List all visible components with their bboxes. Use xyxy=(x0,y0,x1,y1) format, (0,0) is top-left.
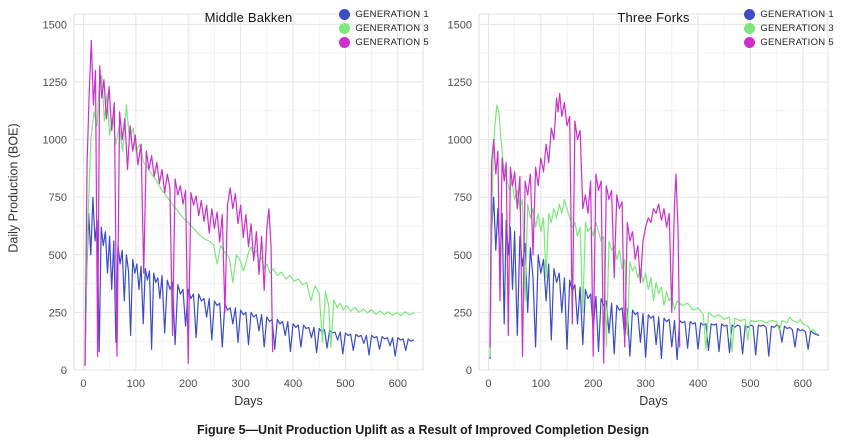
grid-major xyxy=(479,14,828,371)
svg-text:250: 250 xyxy=(454,307,472,319)
legend-swatch-icon xyxy=(744,9,756,20)
grid-minor xyxy=(74,14,423,370)
series-generation-3 xyxy=(84,74,415,364)
svg-text:200: 200 xyxy=(584,378,602,390)
svg-text:0: 0 xyxy=(80,378,86,390)
y-tick-labels: 0 250 500 750 1000 1250 1500 xyxy=(448,19,472,377)
svg-text:300: 300 xyxy=(636,378,654,390)
legend-item-generation-1: GENERATION 1 xyxy=(744,9,834,20)
svg-text:0: 0 xyxy=(61,365,67,377)
svg-text:750: 750 xyxy=(454,192,472,204)
svg-text:750: 750 xyxy=(49,192,67,204)
x-axis-label: Days xyxy=(639,394,667,408)
legend-middle-bakken: GENERATION 1 GENERATION 3 GENERATION 5 xyxy=(339,9,429,48)
svg-text:1250: 1250 xyxy=(43,77,67,89)
legend-swatch-icon xyxy=(339,23,351,34)
svg-text:500: 500 xyxy=(336,378,354,390)
legend-label: GENERATION 5 xyxy=(760,37,834,48)
legend-item-generation-3: GENERATION 3 xyxy=(744,23,834,34)
series-generation-1 xyxy=(489,196,820,361)
y-axis-title: Daily Production (BOE) xyxy=(2,2,26,414)
svg-text:1000: 1000 xyxy=(448,135,472,147)
middle-bakken-line-chart: 0 100 200 300 400 500 600 0 250 500 750 1000 1250 150… xyxy=(43,13,424,408)
legend-item-generation-1: GENERATION 1 xyxy=(339,9,429,20)
svg-text:600: 600 xyxy=(794,378,812,390)
legend-item-generation-5: GENERATION 5 xyxy=(744,37,834,48)
y-tick-labels: 0 250 500 750 1000 1250 1500 xyxy=(43,19,67,377)
svg-text:1500: 1500 xyxy=(448,19,472,31)
chart-panel-three-forks: 0 100 200 300 400 500 600 0 250 500 750 1000 1250 150… xyxy=(431,2,836,414)
legend-label: GENERATION 3 xyxy=(760,23,834,34)
x-axis-label: Days xyxy=(234,394,262,408)
svg-text:100: 100 xyxy=(532,378,550,390)
series-generation-3 xyxy=(489,104,820,357)
svg-text:1500: 1500 xyxy=(43,19,67,31)
grid-major xyxy=(74,14,423,371)
legend-label: GENERATION 1 xyxy=(355,9,429,20)
chart-title-middle-bakken: Middle Bakken xyxy=(204,10,293,25)
x-tick-labels: 0 100 200 300 400 500 600 xyxy=(80,378,407,390)
svg-text:250: 250 xyxy=(49,307,67,319)
legend-swatch-icon xyxy=(339,37,351,48)
legend-swatch-icon xyxy=(744,37,756,48)
y-axis-title-text: Daily Production (BOE) xyxy=(7,123,21,253)
legend-swatch-icon xyxy=(339,9,351,20)
svg-text:1250: 1250 xyxy=(448,77,472,89)
svg-text:500: 500 xyxy=(49,250,67,262)
svg-text:1000: 1000 xyxy=(43,135,67,147)
chart-title-three-forks: Three Forks xyxy=(617,10,690,25)
series-generation-5 xyxy=(489,92,681,364)
legend-item-generation-5: GENERATION 5 xyxy=(339,37,429,48)
legend-label: GENERATION 1 xyxy=(760,9,834,20)
svg-text:100: 100 xyxy=(127,378,145,390)
three-forks-line-chart: 0 100 200 300 400 500 600 0 250 500 750 1000 1250 150… xyxy=(448,13,829,408)
figure-caption: Figure 5—Unit Production Uplift as a Res… xyxy=(196,423,650,437)
charts-row: Daily Production (BOE) 0 100 200 300 400 500 6… xyxy=(0,2,846,414)
svg-text:400: 400 xyxy=(284,378,302,390)
svg-text:200: 200 xyxy=(179,378,197,390)
series-generation-5 xyxy=(84,39,274,366)
x-tick-labels: 0 100 200 300 400 500 600 xyxy=(485,378,812,390)
svg-text:500: 500 xyxy=(741,378,759,390)
legend-item-generation-3: GENERATION 3 xyxy=(339,23,429,34)
legend-label: GENERATION 5 xyxy=(355,37,429,48)
legend-label: GENERATION 3 xyxy=(355,23,429,34)
svg-text:600: 600 xyxy=(389,378,407,390)
svg-text:500: 500 xyxy=(454,250,472,262)
svg-text:300: 300 xyxy=(231,378,249,390)
svg-text:0: 0 xyxy=(485,378,491,390)
svg-text:0: 0 xyxy=(466,365,472,377)
svg-text:400: 400 xyxy=(689,378,707,390)
legend-three-forks: GENERATION 1 GENERATION 3 GENERATION 5 xyxy=(744,9,834,48)
series-generation-1 xyxy=(84,196,415,366)
chart-panel-middle-bakken: 0 100 200 300 400 500 600 0 250 500 750 1000 1250 150… xyxy=(26,2,431,414)
legend-swatch-icon xyxy=(744,23,756,34)
